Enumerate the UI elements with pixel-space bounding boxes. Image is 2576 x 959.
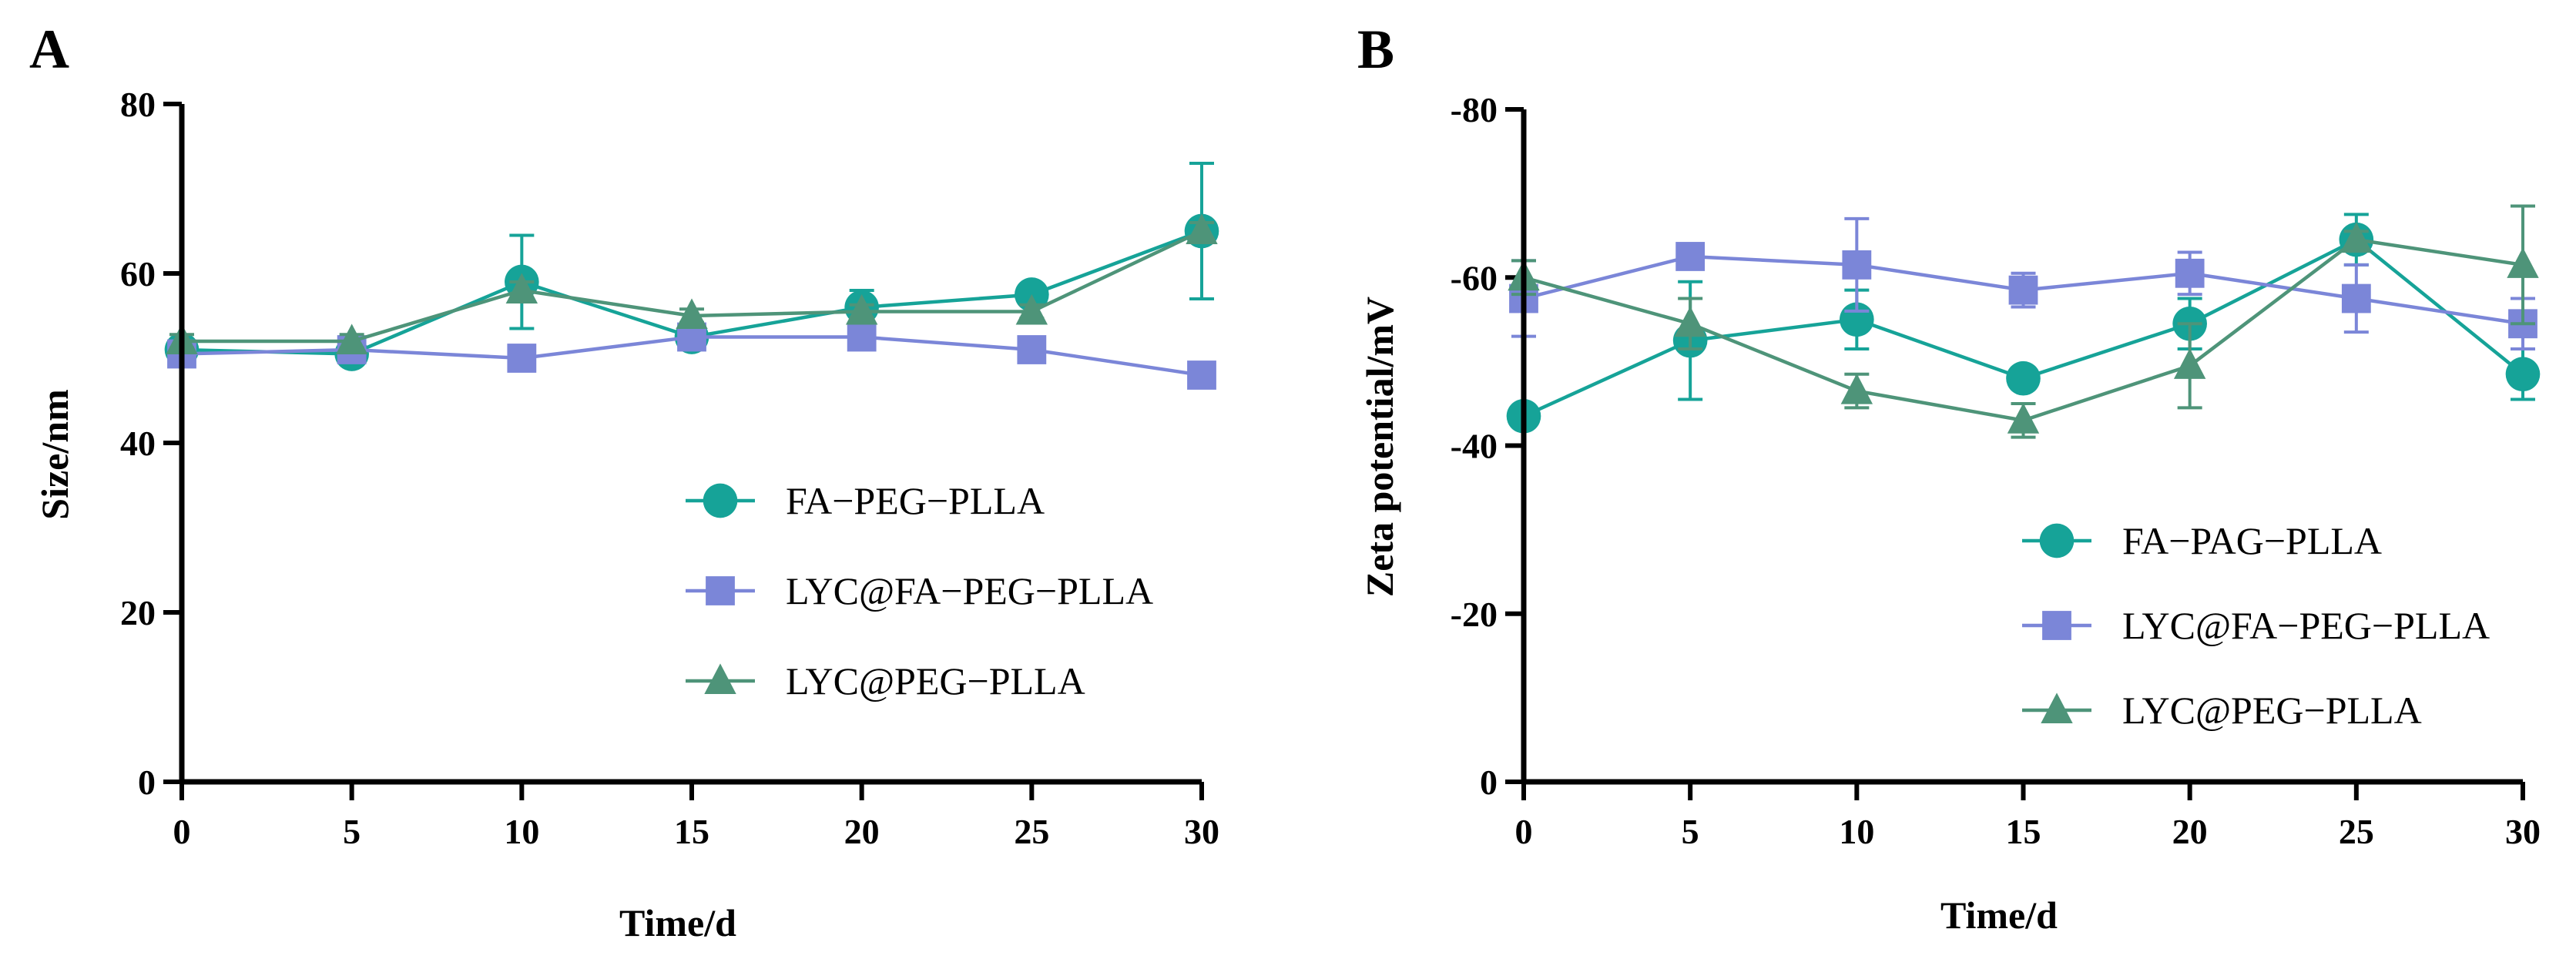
data-point	[2173, 348, 2206, 379]
x-tick-label: 25	[1014, 812, 1049, 851]
data-point	[2007, 403, 2040, 434]
series-lyc-fa-peg-plla	[167, 322, 1216, 390]
x-tick-label: 10	[1839, 812, 1874, 851]
x-axis-title: Time/d	[1940, 894, 2058, 937]
legend-marker	[2041, 692, 2073, 724]
series-lyc-fa-peg-plla	[1509, 216, 2537, 351]
y-tick-label: -20	[1451, 595, 1498, 634]
series-lyc-peg-plla	[166, 213, 1218, 355]
data-point	[1674, 306, 1706, 337]
y-tick-label: 60	[120, 254, 156, 293]
legend-label: LYC@PEG−PLLA	[786, 659, 1085, 702]
legend-marker	[706, 576, 735, 605]
y-tick-label: 0	[1480, 763, 1498, 802]
series-fa-peg-plla	[1506, 213, 2541, 434]
chart-panel-a: A 0 5 10 15 20 25 30 0 20 40 60 80 Time/d Size/nm F…	[29, 18, 1219, 944]
legend-entry: FA−PAG−PLLA	[2022, 519, 2382, 562]
legend-entry: LYC@FA−PEG−PLLA	[686, 569, 1153, 612]
y-tick-label: -40	[1451, 427, 1498, 466]
y-tick-label: 0	[138, 763, 156, 802]
y-tick-label: 40	[120, 424, 156, 463]
data-point	[847, 322, 877, 352]
data-point	[676, 298, 708, 330]
x-tick-label: 20	[844, 812, 880, 851]
chart-panel-b: B 0 5 10 15 20 25 30 0 -20 -40 -60 -80 Time/d Zeta …	[1357, 18, 2541, 937]
legend-marker	[704, 663, 736, 695]
data-point	[1186, 213, 1218, 245]
data-point	[1017, 335, 1047, 364]
data-point	[2340, 222, 2373, 253]
x-tick-label: 5	[1682, 812, 1699, 851]
x-tick-label: 25	[2339, 812, 2374, 851]
data-point	[845, 293, 878, 325]
legend-entry: LYC@FA−PEG−PLLA	[2022, 604, 2490, 647]
data-point	[2505, 357, 2541, 392]
x-tick-label: 20	[2172, 812, 2208, 851]
data-point	[1015, 293, 1048, 325]
legend-marker	[2042, 611, 2071, 640]
legend-label: FA−PEG−PLLA	[786, 479, 1045, 522]
panel-letter: A	[29, 18, 69, 80]
x-tick-label: 10	[504, 812, 539, 851]
y-axis-title: Size/nm	[33, 389, 76, 519]
data-point	[2006, 360, 2041, 396]
legend-entry: LYC@PEG−PLLA	[2022, 689, 2422, 732]
legend-marker	[703, 483, 738, 518]
legend-label: FA−PAG−PLLA	[2122, 519, 2382, 562]
data-point	[1675, 242, 1706, 271]
legend-label: LYC@FA−PEG−PLLA	[786, 569, 1153, 612]
data-point	[1842, 250, 1872, 280]
x-axis-title: Time/d	[619, 901, 736, 944]
data-point	[1840, 373, 1873, 404]
data-point	[2507, 247, 2539, 278]
panel-letter: B	[1357, 18, 1394, 80]
series-lyc-peg-plla	[1508, 204, 2539, 439]
x-tick-label: 5	[343, 812, 361, 851]
data-point	[2175, 258, 2205, 288]
data-point	[507, 344, 537, 373]
x-tick-label: 30	[2505, 812, 2541, 851]
data-point	[1187, 360, 1216, 390]
y-tick-label: -60	[1451, 258, 1498, 297]
x-tick-label: 0	[173, 812, 191, 851]
legend-marker	[2039, 523, 2075, 558]
data-point	[335, 324, 368, 355]
x-tick-label: 30	[1184, 812, 1219, 851]
data-point	[505, 273, 538, 304]
x-tick-label: 15	[2006, 812, 2041, 851]
y-tick-label: 80	[120, 85, 156, 124]
x-tick-label: 0	[1515, 812, 1533, 851]
data-point	[2008, 275, 2038, 305]
legend-label: LYC@FA−PEG−PLLA	[2122, 604, 2490, 647]
y-tick-label: 20	[120, 593, 156, 632]
legend-label: LYC@PEG−PLLA	[2122, 689, 2422, 732]
legend-entry: LYC@PEG−PLLA	[686, 659, 1085, 702]
y-tick-label: -80	[1451, 90, 1498, 129]
x-tick-label: 15	[674, 812, 709, 851]
legend-entry: FA−PEG−PLLA	[686, 479, 1045, 522]
data-point	[2341, 283, 2371, 314]
y-axis-title: Zeta potential/mV	[1358, 297, 1401, 597]
